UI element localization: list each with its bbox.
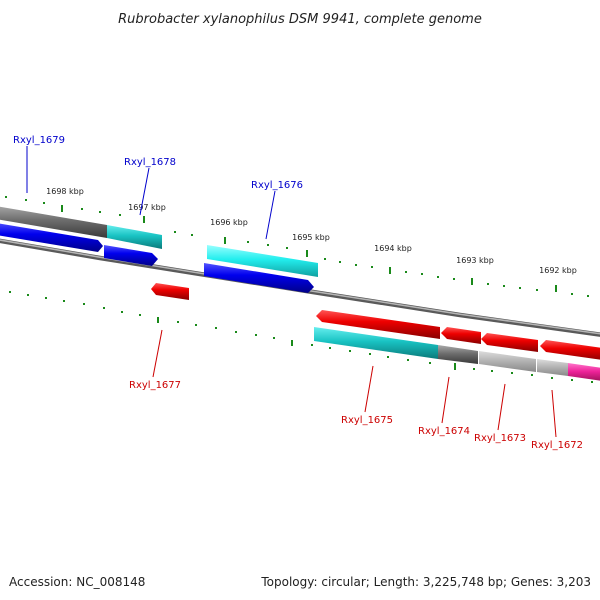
leader-line-rxyl-1674 [441, 376, 450, 424]
cds-bar-rxyl-1672-part[interactable] [568, 363, 600, 382]
gene-label[interactable]: Rxyl_1678 [124, 157, 176, 168]
tick-label: 1696 kbp [210, 218, 248, 227]
gene-arrow-rxyl-1675[interactable] [316, 310, 440, 339]
leader-line-rxyl-1673 [497, 383, 506, 431]
gene-arrow-rxyl-1679[interactable] [0, 222, 103, 252]
genome-summary-text: Topology: circular; Length: 3,225,748 bp… [260, 575, 591, 589]
gene-arrow-rxyl-1672[interactable] [540, 340, 600, 361]
cds-bar-rxyl-1676[interactable] [207, 245, 318, 277]
cds-bar-rxyl-1673[interactable] [479, 351, 536, 372]
tick-label: 1693 kbp [456, 256, 494, 265]
page-title: Rubrobacter xylanophilus DSM 9941, compl… [118, 12, 482, 27]
leader-line-rxyl-1675 [364, 365, 374, 413]
tick-label: 1692 kbp [539, 266, 577, 275]
gene-arrow-rxyl-1678[interactable] [104, 245, 158, 266]
gene-arrow-rxyl-1673[interactable] [481, 333, 538, 352]
leader-line-rxyl-1678 [139, 167, 150, 216]
cds-bar-rxyl-1674[interactable] [438, 345, 478, 364]
gene-label[interactable]: Rxyl_1677 [129, 380, 181, 391]
gene-label[interactable]: Rxyl_1675 [341, 415, 393, 426]
tick-label: 1694 kbp [374, 244, 412, 253]
leader-line-rxyl-1676 [265, 190, 276, 240]
cds-bar-rxyl-1679[interactable] [0, 205, 107, 238]
gene-label[interactable]: Rxyl_1674 [418, 426, 470, 437]
cds-bar-rxyl-1678[interactable] [107, 225, 162, 249]
leader-line-rxyl-1672 [551, 389, 557, 438]
tick-label: 1698 kbp [46, 187, 84, 196]
upper-tick-track [5, 196, 589, 297]
gene-arrow-rxyl-1677[interactable] [151, 283, 189, 300]
gene-arrow-rxyl-1676[interactable] [204, 263, 314, 293]
gene-label[interactable]: Rxyl_1672 [531, 440, 583, 451]
leader-line-rxyl-1677 [152, 329, 163, 378]
gene-arrow-rxyl-1674[interactable] [441, 327, 481, 344]
accession-text: Accession: NC_008148 [9, 575, 145, 589]
cds-bar-rxyl-1675[interactable] [314, 327, 438, 359]
lower-tick-track [9, 291, 593, 383]
gene-label[interactable]: Rxyl_1673 [474, 433, 526, 444]
gene-label[interactable]: Rxyl_1676 [251, 180, 303, 191]
tick-label: 1697 kbp [128, 203, 166, 212]
gene-label[interactable]: Rxyl_1679 [13, 135, 65, 146]
cds-bar-rxyl-1672[interactable] [537, 359, 568, 376]
tick-label: 1695 kbp [292, 233, 330, 242]
